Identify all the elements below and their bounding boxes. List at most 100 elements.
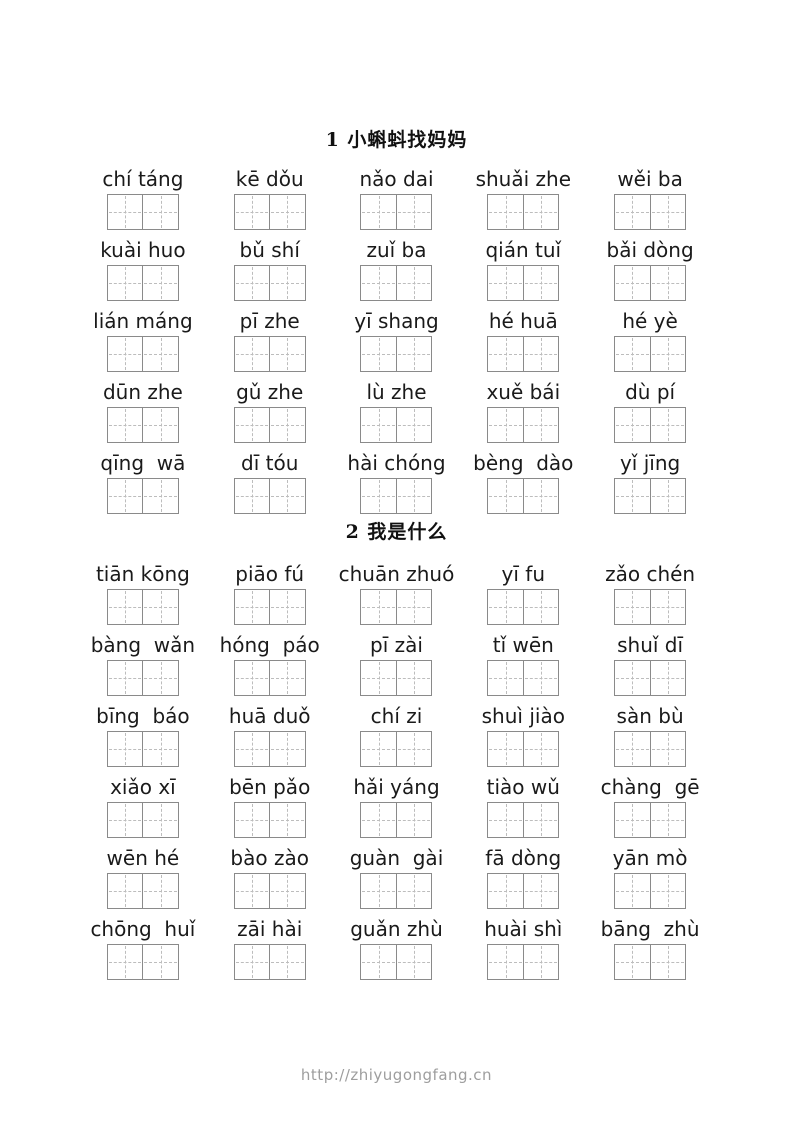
word-cell: tiān kōng [80,560,207,625]
pinyin-label: chuān zhuó [338,562,455,586]
character-grid-box [106,336,179,372]
grid-square [395,661,432,695]
pinyin-label: bàng wǎn [90,633,196,657]
word-cell: yī fu [460,560,587,625]
character-grid-box [233,660,306,696]
grid-square [395,266,432,300]
pinyin-label: xiǎo xī [110,775,176,799]
pinyin-label: zuǐ ba [366,238,427,262]
pinyin-label: hé yè [622,309,678,333]
grid-square [488,590,523,624]
grid-square [108,661,143,695]
word-cell: gǔ zhe [206,378,333,443]
word-row: tiān kōng piāo fú chuān zhuó yī fu zǎo chén [80,560,714,625]
word-cell: pī zhe [206,307,333,372]
grid-square [395,590,432,624]
word-cell: dūn zhe [80,378,207,443]
section-title: 1 小蝌蚪找妈妈 [325,129,468,151]
word-row: bàng wǎn hóng páo pī zài tǐ wēn shuǐ dī [80,631,714,696]
pinyin-label: dī tóu [241,451,299,475]
grid-square [522,803,559,837]
character-grid-box [106,478,179,514]
word-cell: zǎo chén [587,560,714,625]
character-grid-box [487,478,560,514]
character-grid-box [614,731,687,767]
grid-square [235,408,270,442]
word-cell: tǐ wēn [460,631,587,696]
grid-square [361,479,396,513]
word-cell: dù pí [587,378,714,443]
character-grid-box [487,731,560,767]
grid-square [235,479,270,513]
character-grid-box [360,731,433,767]
character-grid-box [106,589,179,625]
word-cell: guǎn zhù [333,915,460,980]
grid-square [361,732,396,766]
grid-square [269,337,305,371]
grid-square [235,945,270,979]
word-cell: bāng zhù [587,915,714,980]
pinyin-label: kē dǒu [235,167,304,191]
pinyin-label: wēn hé [106,846,180,870]
word-cell: bàng wǎn [80,631,207,696]
character-grid-box [487,802,560,838]
grid-square [395,945,432,979]
character-grid-box [360,589,433,625]
grid-square [615,337,650,371]
grid-square [649,803,686,837]
word-cell: hé huā [460,307,587,372]
word-cell: hài chóng [333,449,460,514]
word-cell: bào zào [206,844,333,909]
grid-square [142,661,178,695]
grid-square [142,803,178,837]
character-grid-box [614,873,687,909]
grid-square [522,945,559,979]
character-grid-box [360,802,433,838]
pinyin-label: hé huā [488,309,558,333]
character-grid-box [106,660,179,696]
word-cell: pī zài [333,631,460,696]
character-grid-box [360,336,433,372]
grid-square [269,590,305,624]
character-grid-box [360,944,433,980]
grid-square [649,479,686,513]
pinyin-label: pī zài [370,633,423,657]
grid-square [142,337,178,371]
grid-square [522,408,559,442]
word-cell: bǎi dòng [587,236,714,301]
worksheet-section-2: 2 我是什么 tiān kōng piāo fú chuān zhuó yī fu zǎo… [0,520,793,980]
grid-square [488,803,523,837]
character-grid-box [614,407,687,443]
word-cell: dī tóu [206,449,333,514]
pinyin-label: tǐ wēn [492,633,554,657]
character-grid-box [106,873,179,909]
grid-square [235,874,270,908]
grid-square [395,408,432,442]
pinyin-label: hài chóng [347,451,446,475]
pinyin-label: bīng báo [96,704,190,728]
word-cell: chōng huǐ [80,915,207,980]
grid-square [395,337,432,371]
character-grid-box [360,194,433,230]
grid-square [235,590,270,624]
pinyin-label: qīng wā [100,451,186,475]
character-grid-box [614,336,687,372]
character-grid-box [614,589,687,625]
grid-square [235,661,270,695]
character-grid-box [106,802,179,838]
footer-url: http://zhiyugongfang.cn [300,1066,493,1084]
word-cell: hǎi yáng [333,773,460,838]
character-grid-box [106,407,179,443]
character-grid-box [487,660,560,696]
word-cell: zāi hài [206,915,333,980]
grid-square [108,266,143,300]
character-grid-box [106,265,179,301]
grid-square [269,408,305,442]
pinyin-label: nǎo dai [359,167,434,191]
pinyin-label: bào zào [230,846,309,870]
pinyin-label: pī zhe [239,309,300,333]
grid-square [108,408,143,442]
worksheet-section-1: 1 小蝌蚪找妈妈 chí táng kē dǒu nǎo dai shuǎi zhe wě… [0,128,793,514]
section-title: 2 我是什么 [345,521,448,543]
grid-square [615,408,650,442]
